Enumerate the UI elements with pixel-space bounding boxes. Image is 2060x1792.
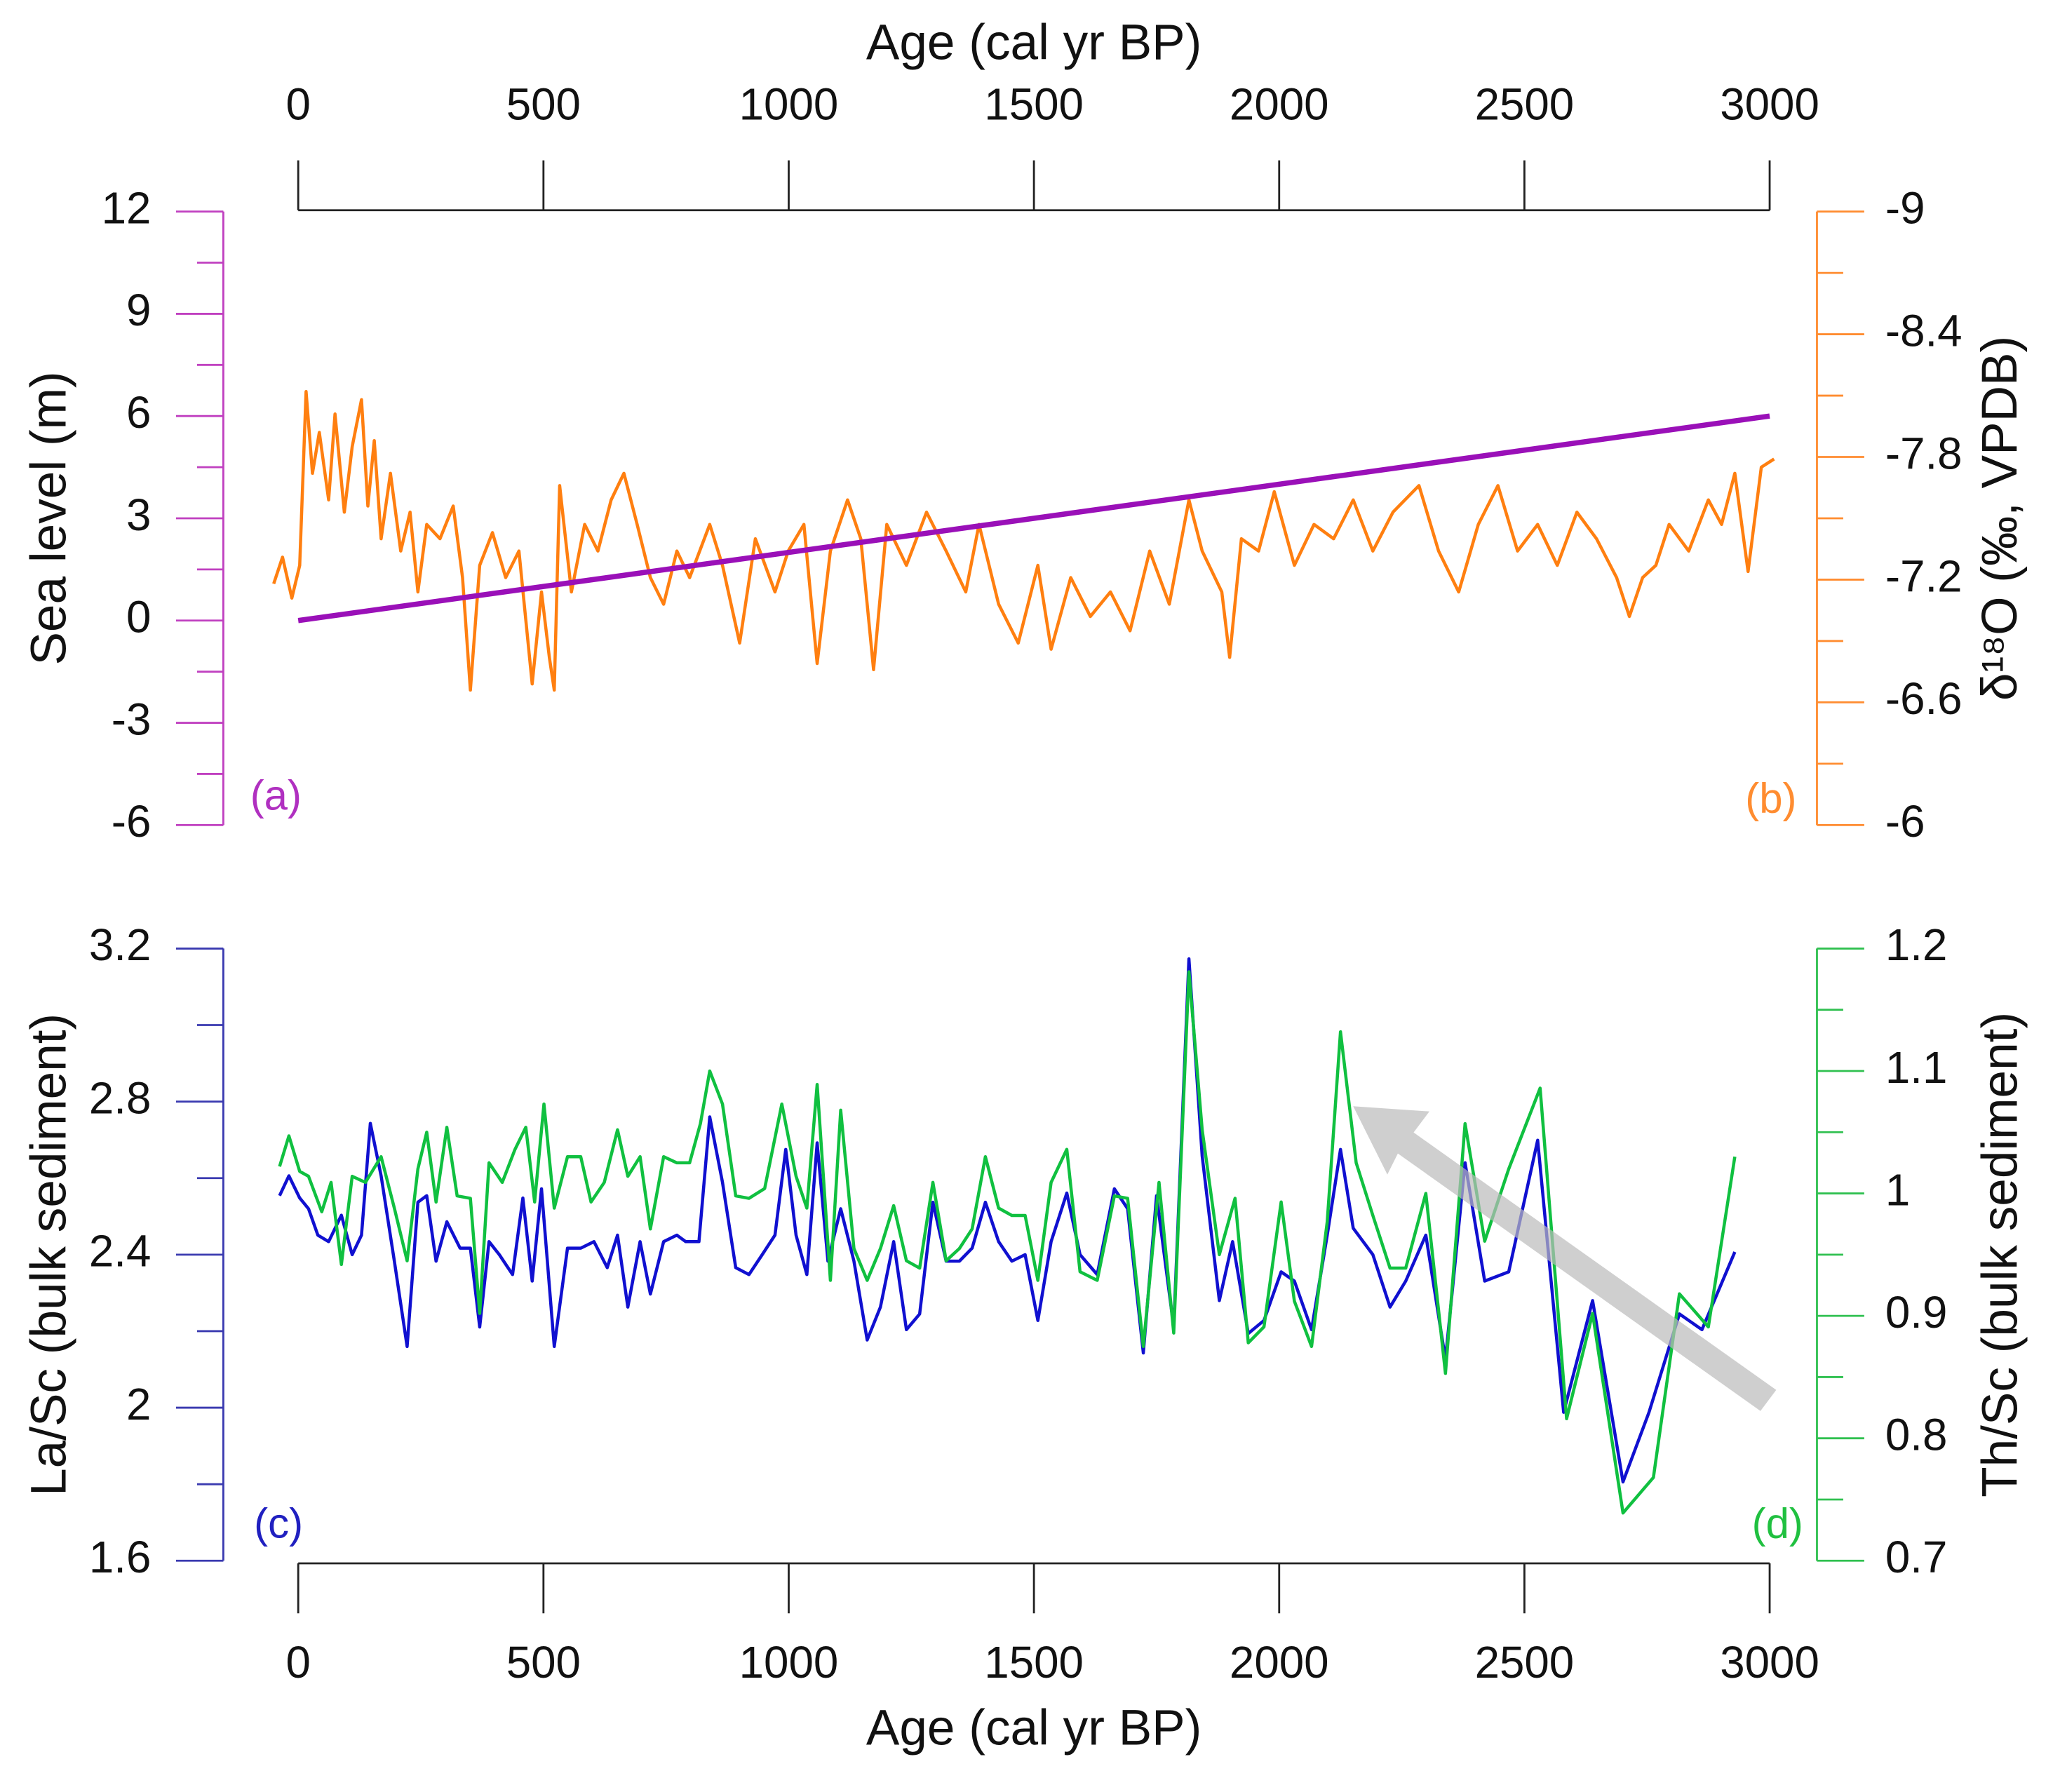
y2-axis-title: δ¹⁸O (‰, VPDB) [1972, 336, 2028, 701]
y2-tick-label: -9 [1885, 183, 1925, 233]
x-tick-label: 1500 [984, 79, 1084, 129]
y2-axis-title: Th/Sc (bulk sediment) [1972, 1012, 2028, 1497]
x-tick-label: 2000 [1230, 1638, 1329, 1687]
y-tick-label: 9 [126, 285, 151, 335]
y2-tick-label: 0.9 [1885, 1288, 1948, 1338]
y-tick-label: 2.8 [89, 1073, 152, 1123]
data-line [278, 957, 1737, 1484]
x-tick-label: 2500 [1475, 1638, 1575, 1687]
y-axis-title: La/Sc (bulk sediment) [22, 1013, 77, 1496]
x-tick-label: 1000 [739, 79, 839, 129]
y-tick-label: -6 [112, 797, 152, 847]
panel-label: (c) [254, 1500, 303, 1547]
y-tick-label: 12 [102, 183, 152, 233]
y-tick-label: 2.4 [89, 1227, 152, 1276]
panel-label: (b) [1745, 774, 1796, 821]
x-tick-label: 0 [285, 1638, 310, 1687]
y2-tick-label: -7.8 [1885, 429, 1963, 478]
data-line [297, 413, 1770, 624]
data-line [272, 389, 1775, 692]
x-tick-label: 3000 [1720, 79, 1819, 129]
y2-tick-label: 0.8 [1885, 1410, 1948, 1460]
panel-label: (d) [1752, 1500, 1803, 1547]
x-tick-label: 3000 [1720, 1638, 1819, 1687]
y2-tick-label: -6 [1885, 797, 1925, 847]
x-tick-label: 500 [506, 1638, 581, 1687]
y-tick-label: 0 [126, 593, 151, 642]
y2-tick-label: -8.4 [1885, 306, 1963, 356]
y2-tick-label: 1 [1885, 1165, 1910, 1215]
y2-tick-label: 1.1 [1885, 1043, 1948, 1093]
x-tick-label: 2000 [1230, 79, 1329, 129]
x-tick-label: 500 [506, 79, 581, 129]
y-tick-label: 2 [126, 1380, 151, 1429]
y-tick-label: 1.6 [89, 1532, 152, 1582]
y2-tick-label: -7.2 [1885, 551, 1963, 601]
y-tick-label: 3 [126, 490, 151, 540]
y-axis-title: Sea level (m) [22, 371, 77, 665]
x-tick-label: 1500 [984, 1638, 1084, 1687]
x-axis-title: Age (cal yr BP) [866, 1701, 1201, 1756]
data-line [278, 970, 1737, 1515]
y2-tick-label: -6.6 [1885, 674, 1963, 724]
y2-tick-label: 1.2 [1885, 920, 1948, 970]
y-tick-label: 3.2 [89, 920, 152, 970]
x-tick-label: 2500 [1475, 79, 1575, 129]
y2-tick-label: 0.7 [1885, 1532, 1948, 1582]
x-tick-label: 0 [285, 79, 310, 129]
panel-label: (a) [250, 772, 302, 819]
x-axis-title: Age (cal yr BP) [866, 15, 1201, 70]
y-tick-label: 6 [126, 388, 151, 438]
y-tick-label: -3 [112, 694, 152, 744]
x-tick-label: 1000 [739, 1638, 839, 1687]
trend-arrow [1353, 1106, 1777, 1411]
